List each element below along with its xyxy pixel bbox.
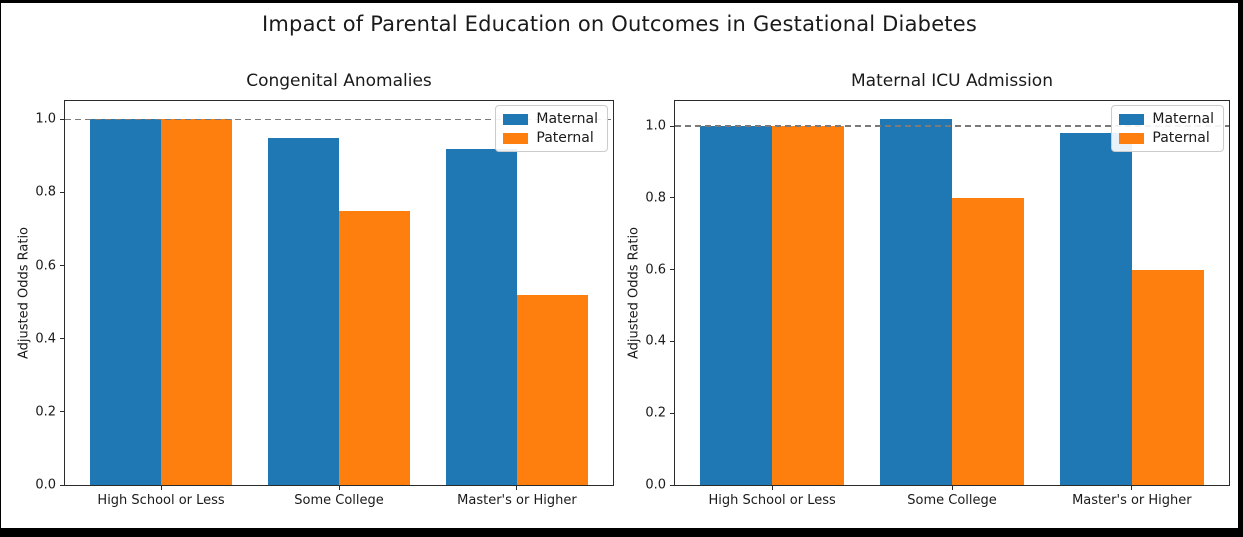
reference-line bbox=[675, 125, 1229, 127]
reference-line bbox=[65, 118, 613, 120]
y-tick-label: 0.6 bbox=[35, 258, 56, 274]
legend: Maternal Paternal bbox=[495, 105, 608, 152]
x-tick-label-high-school-or-less: High School or Less bbox=[97, 493, 225, 508]
y-tick-mark bbox=[60, 191, 64, 193]
y-tick-mark bbox=[670, 340, 674, 342]
y-tick-label: 0.8 bbox=[645, 190, 666, 206]
y-tick-mark bbox=[670, 484, 674, 486]
y-tick-label: 1.0 bbox=[645, 118, 666, 134]
y-tick-label: 0.0 bbox=[35, 477, 56, 493]
y-tick-mark bbox=[670, 197, 674, 199]
y-tick-label: 0.0 bbox=[645, 477, 666, 493]
y-tick-mark bbox=[670, 125, 674, 127]
bar-paternal-master-s-or-higher bbox=[1131, 269, 1204, 485]
y-axis-label: Adjusted Odds Ratio bbox=[626, 226, 642, 360]
figure-title: Impact of Parental Education on Outcomes… bbox=[261, 12, 978, 36]
legend-entry-maternal: Maternal bbox=[1119, 111, 1214, 127]
subplot-congenital-anomalies: Congenital Anomalies Adjusted Odds Ratio 0… bbox=[17, 71, 614, 508]
figure-canvas: Impact of Parental Education on Outcomes… bbox=[1, 3, 1238, 528]
x-tick-mark bbox=[771, 486, 773, 490]
bar-paternal-high-school-or-less bbox=[772, 126, 845, 485]
subplot-title: Maternal ICU Admission bbox=[851, 71, 1053, 91]
legend-entry-maternal: Maternal bbox=[503, 111, 598, 127]
y-tick-label: 0.8 bbox=[35, 184, 56, 200]
subplot-title: Congenital Anomalies bbox=[246, 71, 432, 91]
x-tick-label-some-college: Some College bbox=[907, 493, 997, 508]
bar-paternal-master-s-or-higher bbox=[516, 294, 589, 485]
legend-swatch-paternal bbox=[1119, 132, 1145, 144]
y-tick-label: 1.0 bbox=[35, 111, 56, 127]
legend-label-paternal: Paternal bbox=[536, 130, 594, 146]
bar-paternal-some-college bbox=[339, 210, 411, 485]
x-tick-label-master-s-or-higher: Master's or Higher bbox=[457, 493, 577, 508]
y-tick-label: 0.2 bbox=[35, 404, 56, 420]
legend-label-maternal: Maternal bbox=[536, 111, 598, 127]
legend-swatch-paternal bbox=[503, 132, 529, 144]
x-tick-mark bbox=[1131, 486, 1133, 490]
y-tick-mark bbox=[60, 411, 64, 413]
y-tick-mark bbox=[60, 484, 64, 486]
bar-maternal-some-college bbox=[267, 137, 339, 485]
y-tick-mark bbox=[670, 412, 674, 414]
bar-maternal-some-college bbox=[880, 118, 952, 485]
y-tick-label: 0.4 bbox=[35, 331, 56, 347]
y-tick-mark bbox=[60, 118, 64, 120]
subplot-maternal-icu-admission: Maternal ICU Admission Adjusted Odds Rati… bbox=[627, 71, 1230, 508]
bar-maternal-master-s-or-higher bbox=[445, 148, 517, 485]
bar-maternal-high-school-or-less bbox=[700, 126, 773, 485]
x-tick-label-master-s-or-higher: Master's or Higher bbox=[1072, 493, 1192, 508]
y-tick-mark bbox=[60, 338, 64, 340]
y-tick-label: 0.6 bbox=[645, 262, 666, 278]
x-tick-mark bbox=[951, 486, 953, 490]
legend-swatch-maternal bbox=[503, 113, 529, 125]
y-tick-mark bbox=[60, 265, 64, 267]
bar-maternal-high-school-or-less bbox=[89, 119, 162, 485]
y-axis-label: Adjusted Odds Ratio bbox=[16, 226, 32, 360]
x-tick-mark bbox=[160, 486, 162, 490]
bar-maternal-master-s-or-higher bbox=[1059, 133, 1132, 485]
y-tick-label: 0.2 bbox=[645, 405, 666, 421]
x-tick-mark bbox=[516, 486, 518, 490]
y-tick-mark bbox=[670, 269, 674, 271]
x-tick-mark bbox=[338, 486, 340, 490]
legend-entry-paternal: Paternal bbox=[503, 130, 598, 146]
legend: Maternal Paternal bbox=[1111, 105, 1224, 152]
x-tick-label-some-college: Some College bbox=[294, 493, 384, 508]
legend-swatch-maternal bbox=[1119, 113, 1145, 125]
bar-paternal-high-school-or-less bbox=[161, 119, 233, 485]
legend-entry-paternal: Paternal bbox=[1119, 130, 1214, 146]
y-tick-label: 0.4 bbox=[645, 333, 666, 349]
legend-label-maternal: Maternal bbox=[1152, 111, 1214, 127]
x-tick-label-high-school-or-less: High School or Less bbox=[708, 493, 836, 508]
legend-label-paternal: Paternal bbox=[1152, 130, 1210, 146]
bar-paternal-some-college bbox=[952, 197, 1024, 485]
